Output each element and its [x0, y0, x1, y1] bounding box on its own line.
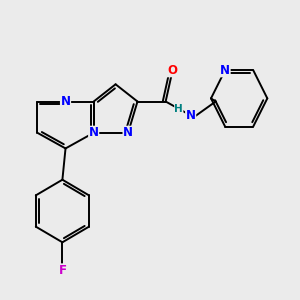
Text: O: O	[167, 64, 177, 77]
Text: N: N	[123, 126, 133, 139]
Text: N: N	[220, 64, 230, 77]
Text: F: F	[58, 264, 66, 277]
Text: N: N	[61, 95, 70, 108]
Text: N: N	[186, 109, 196, 122]
Text: H: H	[174, 104, 183, 114]
Text: N: N	[89, 126, 99, 139]
